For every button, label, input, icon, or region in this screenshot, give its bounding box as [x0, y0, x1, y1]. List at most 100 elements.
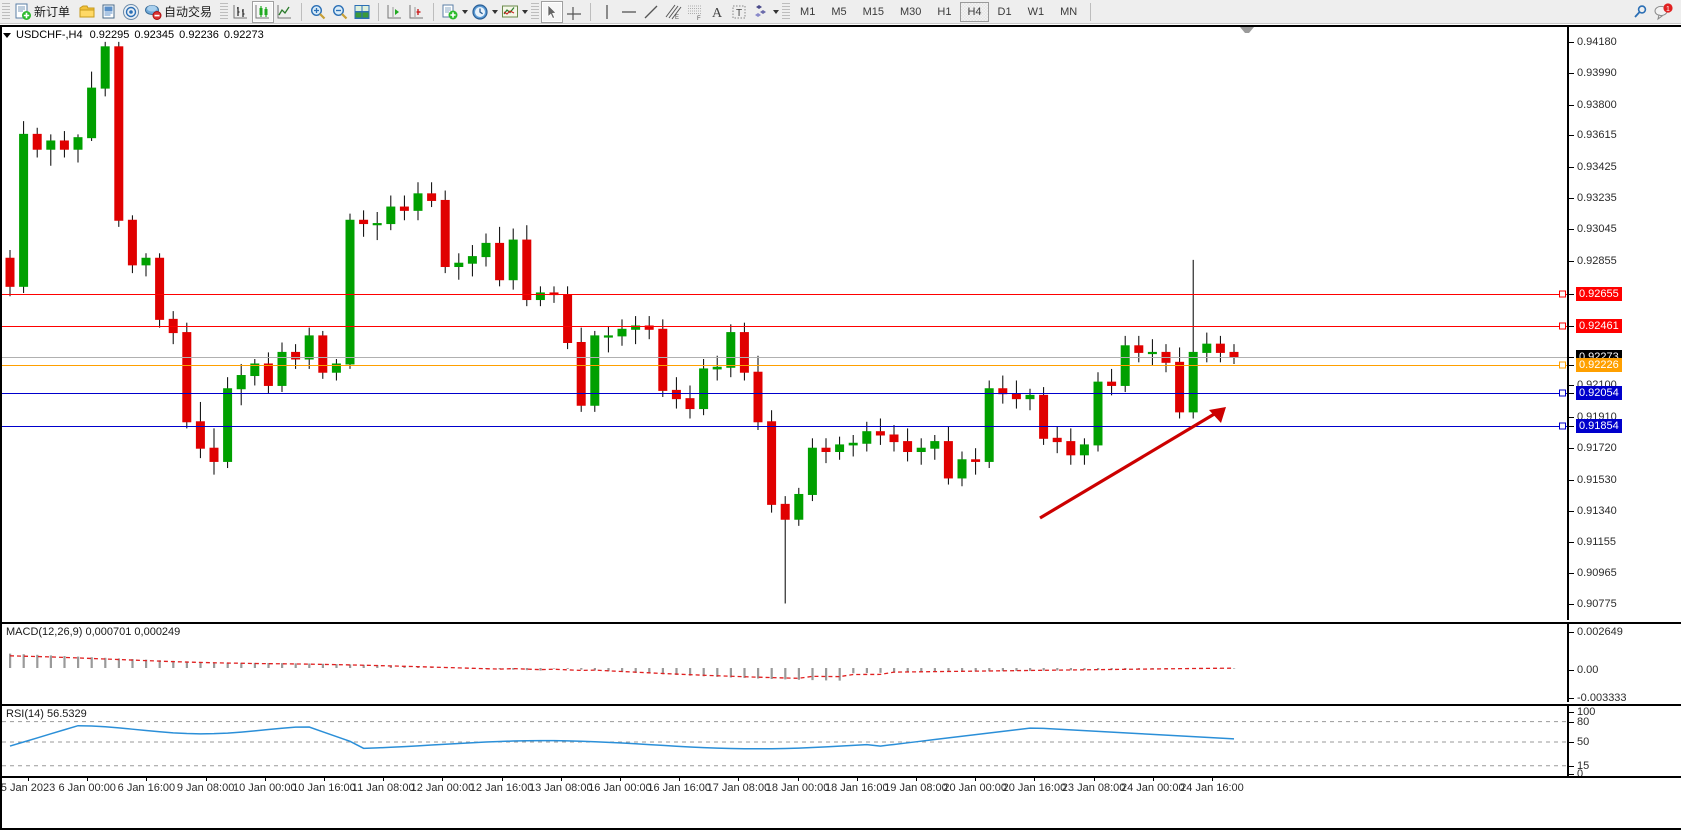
zoom-out-icon[interactable] [329, 1, 351, 23]
chevron-down-icon-2[interactable] [492, 9, 499, 14]
price-level-line-orange[interactable] [2, 364, 1567, 366]
objects-list-icon[interactable] [750, 1, 772, 23]
time-axis[interactable]: 5 Jan 2023 6 Jan 00:00 6 Jan 16:00 9 Jan 08… [2, 776, 1681, 830]
time-axis-tick [501, 778, 503, 781]
current-price-line [2, 356, 1567, 358]
axis-tick [1569, 393, 1574, 395]
timeframe-m5[interactable]: M5 [831, 5, 847, 18]
toolbar-grip-4[interactable] [782, 2, 791, 21]
chart-menu-caret-icon[interactable] [3, 32, 11, 38]
axis-tick [1569, 325, 1574, 327]
toolbar-grip-3[interactable] [531, 2, 540, 21]
timeframe-mn[interactable]: MN [1060, 5, 1078, 18]
price-level-label-blue[interactable]: 0.91854 [1576, 419, 1622, 434]
rsi-axis-tick [1569, 765, 1574, 767]
svg-text:E: E [675, 15, 679, 21]
price-level-label-red[interactable]: 0.92461 [1576, 318, 1622, 333]
folder-icon[interactable] [76, 1, 98, 23]
zoom-in-icon[interactable] [307, 1, 329, 23]
price-level-handle[interactable] [1559, 422, 1566, 430]
time-axis-label: 11 Jan 08:00 [351, 782, 415, 794]
time-axis-tick [1093, 778, 1095, 781]
price-level-line-red[interactable] [2, 293, 1567, 295]
new-order-icon[interactable] [12, 1, 34, 23]
text-label-icon[interactable]: A [706, 1, 728, 23]
time-axis-label: 17 Jan 08:00 [706, 782, 771, 794]
time-axis-label: 6 Jan 00:00 [58, 782, 116, 794]
time-axis-tick [324, 778, 325, 781]
chart-shift-icon[interactable] [406, 1, 428, 23]
time-axis-tick [264, 778, 266, 781]
price-level-label-blue[interactable]: 0.92054 [1576, 386, 1622, 401]
price-level-label-red[interactable]: 0.92655 [1576, 286, 1622, 301]
timeframe-w1[interactable]: W1 [1027, 5, 1045, 18]
new-chart-icon[interactable] [439, 1, 461, 23]
timeframe-d1[interactable]: D1 [997, 5, 1012, 18]
chevron-down-icon[interactable] [462, 9, 469, 14]
timeframe-m1[interactable]: M1 [800, 5, 816, 18]
price-level-line-blue[interactable] [2, 426, 1567, 428]
price-chart-pane[interactable] [2, 27, 1567, 620]
notification-bell-icon[interactable]: 1 [1651, 1, 1675, 23]
rsi-axis-label: 15 [1577, 759, 1590, 772]
bar-chart-icon[interactable] [230, 1, 252, 23]
chevron-down-icon-4[interactable] [773, 9, 780, 14]
equidistant-channel-icon[interactable]: E [662, 1, 684, 23]
connection-status-icon[interactable] [120, 1, 142, 23]
macd-pane[interactable]: MACD(12,26,9) 0,000701 0,000249 [2, 622, 1567, 702]
price-level-handle[interactable] [1559, 290, 1566, 298]
time-axis-tick [797, 778, 799, 781]
trendline-icon[interactable] [640, 1, 662, 23]
price-level-line-blue[interactable] [2, 393, 1567, 395]
timeframe-m30[interactable]: M30 [900, 5, 922, 18]
rsi-pane[interactable]: RSI(14) 56.5329 [2, 704, 1567, 776]
rsi-axis-label: 50 [1577, 736, 1590, 748]
period-icon[interactable] [469, 1, 491, 23]
rsi-axis-tick [1569, 742, 1574, 743]
text-box-icon[interactable]: T [728, 1, 750, 23]
toolbar-divider [301, 2, 303, 21]
price-level-handle[interactable] [1559, 361, 1566, 369]
print-preview-icon[interactable] [98, 1, 120, 23]
price-axis[interactable]: 0.94180 0.93990 0.93800 0.93615 0.93425 0.932… [1567, 27, 1681, 620]
timeframe-h4[interactable]: H4 [960, 1, 989, 22]
price-level-line-red[interactable] [2, 325, 1567, 327]
vertical-line-icon[interactable] [596, 1, 618, 23]
autotrade-label[interactable]: 自动交易 [164, 5, 213, 19]
timeframe-m15[interactable]: M15 [862, 5, 884, 18]
chart-tile-icon[interactable] [351, 1, 373, 23]
candlestick-chart-icon[interactable] [252, 0, 275, 23]
chevron-down-icon-3[interactable] [522, 9, 529, 14]
rsi-label: RSI(14) 56.5329 [6, 708, 87, 720]
toolbar-grip[interactable] [2, 2, 10, 21]
horizontal-line-icon[interactable] [618, 1, 640, 23]
time-axis-label: 16 Jan 00:00 [588, 782, 652, 794]
macd-axis-label: 0.002649 [1577, 626, 1623, 638]
timeframe-h1[interactable]: H1 [937, 5, 952, 18]
price-level-handle[interactable] [1559, 389, 1566, 397]
new-order-label[interactable]: 新订单 [34, 5, 71, 19]
axis-tick [1569, 479, 1574, 481]
arrow-cursor-icon[interactable] [541, 0, 564, 23]
axis-label: 0.94180 [1577, 35, 1617, 48]
axis-label: 0.90775 [1577, 598, 1617, 611]
toolbar-divider-4 [590, 2, 592, 21]
indicators-icon[interactable] [499, 1, 521, 23]
chart-window: USDCHF-,H4 0.92295 0.92345 0.92236 0.922… [0, 25, 1681, 830]
time-axis-label: 20 Jan 16:00 [1002, 782, 1067, 794]
chart-scroll-indicator[interactable] [1240, 27, 1254, 35]
search-icon[interactable] [1629, 1, 1651, 23]
crosshair-icon[interactable] [563, 1, 585, 23]
line-chart-icon[interactable] [274, 1, 296, 23]
toolbar-divider-2 [378, 2, 380, 21]
time-axis-label: 10 Jan 00:00 [232, 782, 297, 794]
toolbar-grip-2[interactable] [220, 2, 229, 21]
chart-autoscroll-icon[interactable] [384, 1, 406, 23]
price-level-label-orange[interactable]: 0.92226 [1576, 357, 1622, 372]
expert-advisor-icon[interactable] [142, 1, 164, 23]
price-level-handle[interactable] [1559, 322, 1566, 330]
rsi-axis-label: 0 [1577, 768, 1584, 776]
time-axis-tick [1212, 778, 1213, 781]
fibonacci-retracement-icon[interactable]: F [684, 1, 706, 23]
time-axis-label: 18 Jan 16:00 [824, 782, 889, 794]
